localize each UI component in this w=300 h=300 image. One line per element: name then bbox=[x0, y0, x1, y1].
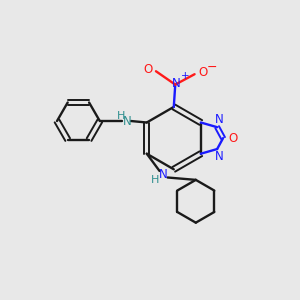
Text: O: O bbox=[143, 63, 152, 76]
Text: O: O bbox=[228, 132, 238, 145]
Text: N: N bbox=[215, 150, 224, 163]
Text: −: − bbox=[207, 61, 217, 74]
Text: +: + bbox=[181, 71, 189, 81]
Text: N: N bbox=[123, 115, 132, 128]
Text: O: O bbox=[198, 66, 208, 79]
Text: H: H bbox=[117, 111, 125, 121]
Text: H: H bbox=[151, 175, 159, 185]
Text: N: N bbox=[159, 168, 167, 181]
Text: N: N bbox=[172, 76, 181, 90]
Text: N: N bbox=[215, 113, 224, 126]
